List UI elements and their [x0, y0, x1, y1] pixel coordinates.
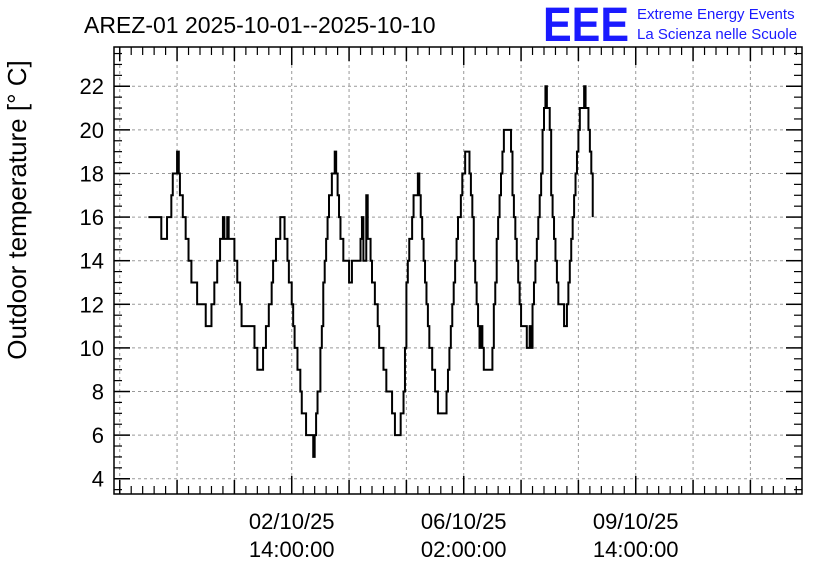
y-tick-label: 22 — [80, 74, 104, 99]
chart-title: AREZ-01 2025-10-01--2025-10-10 — [84, 12, 436, 38]
y-tick-label: 10 — [80, 336, 104, 361]
logo-line-1: Extreme Energy Events — [637, 6, 795, 23]
eee-logo: EEE Extreme Energy Events La Scienza nel… — [543, 0, 797, 52]
y-tick-labels: 4 6 8 10 12 14 16 18 20 22 — [80, 74, 104, 491]
y-tick-label: 20 — [80, 118, 104, 143]
x-tick-label-time: 14:00:00 — [593, 537, 679, 562]
series-line-outdoor-temperature — [148, 85, 594, 458]
y-tick-label: 6 — [92, 423, 104, 448]
x-tick-labels: 02/10/25 14:00:00 06/10/25 02:00:00 09/10/25… — [249, 509, 679, 562]
x-tick-label-time: 02:00:00 — [421, 537, 507, 562]
y-tick-label: 14 — [80, 249, 104, 274]
plot-frame — [113, 46, 803, 495]
x-tick-label-date: 06/10/25 — [421, 509, 507, 534]
y-tick-label: 4 — [92, 467, 104, 492]
y-axis-label: Outdoor temperature [° C] — [2, 60, 32, 359]
logo-line-2: La Scienza nelle Scuole — [637, 26, 797, 43]
x-tick-label-date: 02/10/25 — [249, 509, 335, 534]
y-tick-label: 12 — [80, 292, 104, 317]
y-tick-label: 16 — [80, 205, 104, 230]
x-tick-label-time: 14:00:00 — [249, 537, 335, 562]
logo-mark: EEE — [543, 0, 629, 52]
y-tick-label: 8 — [92, 380, 104, 405]
axis-ticks — [114, 47, 802, 494]
y-tick-label: 18 — [80, 161, 104, 186]
x-tick-label-date: 09/10/25 — [593, 509, 679, 534]
